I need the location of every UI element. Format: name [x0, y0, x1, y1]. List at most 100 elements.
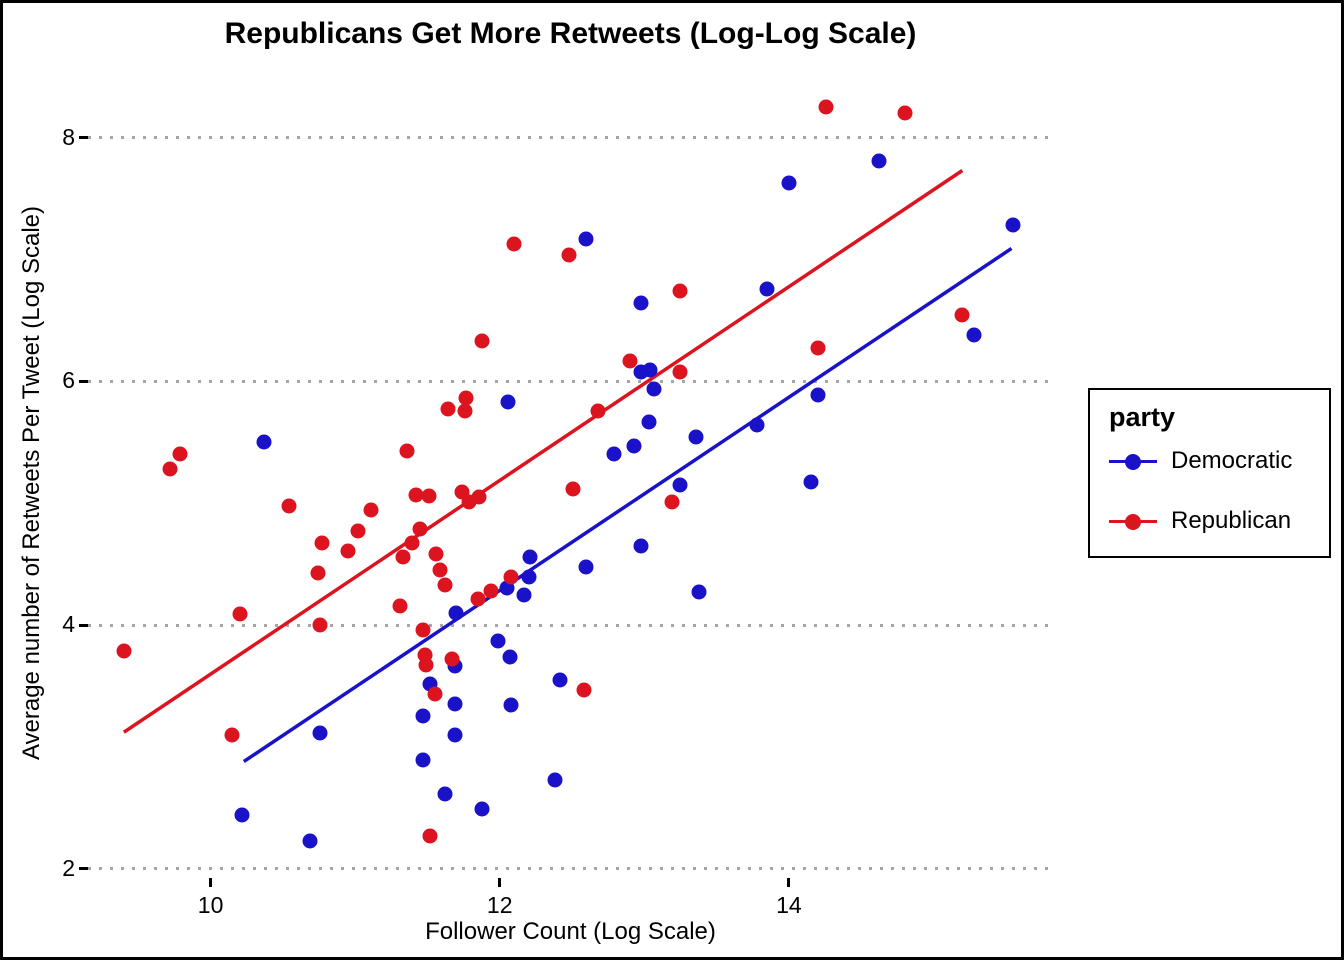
data-point-democratic [633, 538, 649, 554]
legend-dot-icon [1125, 513, 1141, 530]
legend-dot-icon [1125, 453, 1141, 470]
legend-key-republican [1109, 506, 1157, 536]
data-point-republican [224, 727, 240, 743]
gridline-y-2 [88, 867, 1053, 871]
x-tick-label-12: 12 [486, 892, 513, 918]
data-point-republican [428, 546, 444, 562]
trend-line-democratic [242, 247, 1013, 763]
data-point-republican [483, 583, 499, 599]
legend-label-republican: Republican [1171, 507, 1292, 534]
data-point-republican [810, 340, 826, 356]
data-point-democratic [437, 786, 453, 802]
y-tick-mark-8 [79, 136, 88, 140]
data-point-republican [470, 591, 486, 607]
x-tick-label-14: 14 [776, 892, 802, 918]
data-point-republican [818, 99, 834, 115]
data-point-democratic [578, 559, 594, 575]
data-point-democratic [803, 474, 819, 490]
gridline-y-8 [88, 136, 1053, 140]
y-tick-label-6: 6 [62, 367, 75, 394]
data-point-democratic [688, 429, 704, 445]
data-point-democratic [516, 587, 532, 603]
x-tick-mark-14 [787, 878, 791, 887]
data-point-republican [622, 353, 638, 369]
data-point-republican [590, 403, 606, 419]
data-point-republican [444, 651, 460, 667]
data-point-republican [350, 523, 366, 539]
data-point-republican [404, 535, 420, 551]
data-point-republican [561, 247, 577, 263]
data-point-republican [565, 481, 581, 497]
data-point-republican [281, 498, 297, 514]
plot-panel: 2 4 6 8 10 12 14 [62, 73, 1053, 918]
data-point-democratic [312, 725, 328, 741]
data-point-republican [672, 283, 688, 299]
data-point-democratic [490, 633, 506, 649]
data-point-republican [458, 390, 474, 406]
data-point-democratic [552, 672, 568, 688]
data-point-democratic [672, 477, 688, 493]
data-point-democratic [633, 295, 649, 311]
data-point-republican [395, 549, 411, 565]
data-point-republican [312, 617, 328, 633]
data-point-democratic [626, 438, 642, 454]
data-point-democratic [415, 752, 431, 768]
data-point-republican [172, 446, 188, 462]
x-tick-label-10: 10 [197, 892, 224, 918]
data-point-republican [415, 622, 431, 638]
data-point-democratic [448, 605, 464, 621]
y-tick-label-2: 2 [62, 854, 75, 881]
data-point-republican [576, 682, 592, 698]
data-point-democratic [781, 175, 797, 191]
data-point-republican [664, 494, 680, 510]
data-point-democratic [302, 833, 318, 849]
data-point-republican [399, 443, 415, 459]
data-point-republican [162, 461, 178, 477]
data-point-democratic [474, 801, 490, 817]
trend-line-republican [122, 169, 964, 734]
chart-title: Republicans Get More Retweets (Log-Log S… [224, 17, 917, 50]
legend-title: party [1109, 402, 1176, 432]
data-point-democratic [810, 387, 826, 403]
data-point-democratic [606, 446, 622, 462]
data-point-democratic [447, 727, 463, 743]
data-point-republican [474, 333, 490, 349]
x-tick-mark-10 [209, 878, 213, 887]
data-point-democratic [1005, 217, 1021, 233]
data-point-republican [427, 686, 443, 702]
data-point-republican [340, 543, 356, 559]
data-point-democratic [759, 281, 775, 297]
data-point-democratic [503, 697, 519, 713]
data-point-republican [232, 606, 247, 622]
data-point-republican [672, 364, 688, 380]
data-point-republican [457, 403, 473, 419]
legend-key-democratic [1109, 446, 1157, 476]
data-point-republican [503, 569, 519, 585]
data-point-democratic [502, 649, 518, 665]
legend: party Democratic Republican [1088, 388, 1331, 558]
data-point-republican [116, 643, 132, 659]
data-point-republican [897, 105, 913, 121]
data-point-democratic [547, 772, 563, 788]
data-point-republican [418, 657, 434, 673]
y-axis-title: Average number of Retweets Per Tweet (Lo… [18, 205, 45, 761]
trend-lines [122, 169, 1013, 763]
y-tick-label-8: 8 [62, 123, 75, 150]
data-point-republican [422, 828, 438, 844]
data-point-democratic [522, 549, 538, 565]
legend-label-democratic: Democratic [1171, 447, 1293, 474]
data-point-democratic [691, 584, 707, 600]
data-point-republican [314, 535, 330, 551]
data-point-democratic [871, 153, 886, 169]
y-tick-mark-6 [79, 379, 88, 383]
data-point-republican [437, 577, 453, 593]
y-tick-label-4: 4 [62, 611, 75, 638]
data-point-democratic [641, 414, 657, 430]
data-point-democratic [234, 807, 250, 823]
data-point-democratic [521, 569, 537, 585]
data-point-democratic [646, 381, 662, 397]
gridline-y-6 [88, 379, 1053, 383]
data-point-republican [310, 565, 326, 581]
data-point-republican [954, 307, 970, 323]
y-tick-mark-2 [79, 867, 88, 871]
